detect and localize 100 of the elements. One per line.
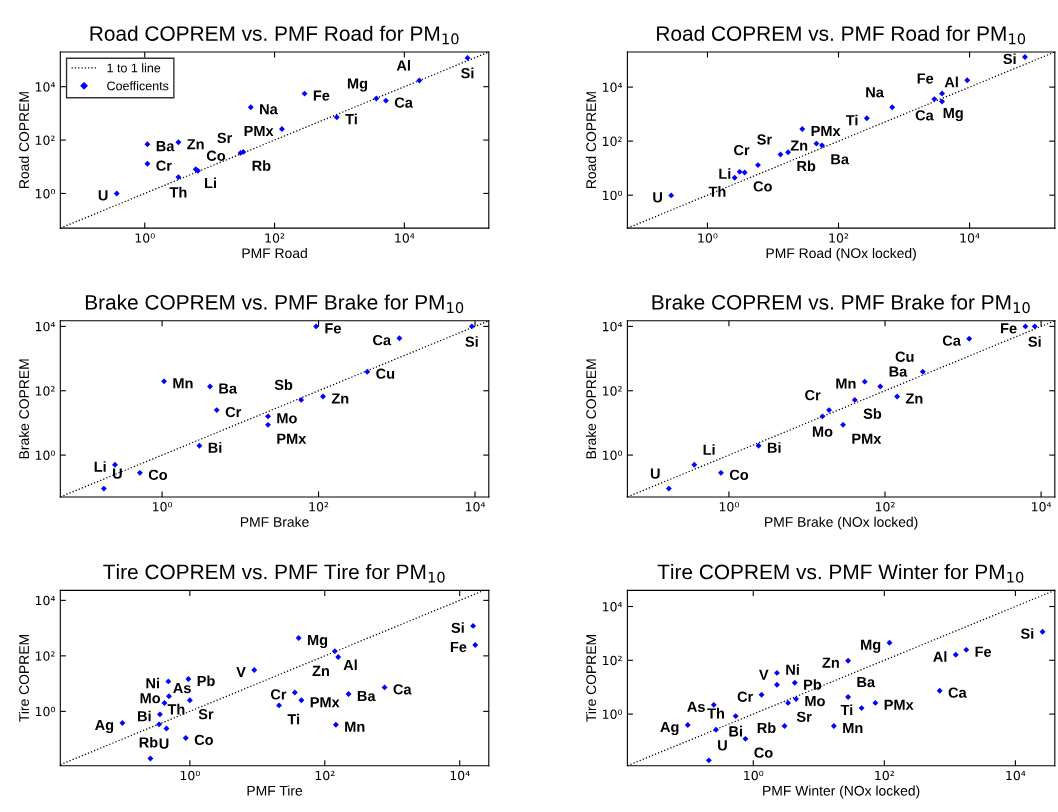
annotation: Ti: [345, 113, 357, 125]
annotation: Sr: [217, 132, 233, 144]
y-tick-label: 10⁴: [35, 321, 56, 332]
chart-title: Road COPREM vs. PMF Road for PM$_{10}$: [657, 25, 1026, 45]
y-tick-label: 10⁰: [35, 188, 56, 199]
annotation: PMx: [852, 433, 882, 444]
annotation: Ag: [660, 721, 679, 736]
y-tick-label: 10⁰: [602, 450, 623, 461]
x-tick-label: 10⁰: [153, 502, 173, 512]
annotation: Co: [148, 469, 168, 480]
annotation: Ca: [942, 335, 961, 346]
x-tick-label: 10⁰: [135, 233, 155, 243]
annotation: Ni: [786, 664, 799, 675]
annotation: Li: [205, 177, 216, 189]
annotation: Fe: [325, 323, 341, 334]
annotation: Fe: [313, 90, 330, 101]
annotation: Mo: [805, 696, 825, 707]
annotation: Ag: [95, 719, 114, 734]
x-tick-label: 10²: [829, 233, 849, 243]
annotation: Pb: [197, 675, 215, 687]
annotation: Bi: [208, 442, 222, 453]
chart-title: Brake COPREM vs. PMF Brake for PM$_{10}$: [85, 294, 464, 314]
annotation: Mo: [812, 426, 833, 437]
annotation: Li: [94, 461, 106, 472]
annotation: Zn: [822, 657, 839, 668]
x-tick-label: 10⁰: [698, 233, 718, 243]
annotation: Th: [707, 707, 725, 719]
annotation: Al: [343, 659, 357, 671]
annotation: Rb: [252, 160, 271, 171]
annotation: Na: [866, 87, 884, 98]
annotation: Mg: [943, 107, 963, 122]
annotation: V: [236, 666, 246, 677]
y-tick-label: 10²: [602, 655, 622, 666]
annotation: Zn: [790, 140, 808, 151]
annotation: Cu: [376, 368, 395, 379]
annotation: Th: [708, 186, 726, 197]
annotation: Fe: [917, 73, 934, 84]
annotation: Cu: [895, 351, 914, 362]
annotation: PMx: [277, 433, 307, 444]
y-axis-title: Brake COPREM: [585, 359, 597, 459]
annotation: Sb: [863, 408, 882, 419]
x-axis-title: PMF Brake: [240, 516, 309, 527]
annotation: Ti: [845, 114, 858, 126]
annotation: Cr: [737, 691, 754, 702]
annotation: Cr: [156, 160, 172, 171]
x-tick-label: 10²: [875, 770, 894, 781]
annotation: Fe: [450, 641, 467, 653]
x-tick-label: 10²: [315, 770, 335, 781]
annotation: Si: [451, 622, 464, 633]
x-tick-label: 10⁴: [450, 770, 470, 781]
annotation: Sb: [274, 379, 293, 391]
annotation: As: [687, 701, 705, 712]
chart-title: Brake COPREM vs. PMF Brake for PM$_{10}$: [652, 294, 1030, 314]
annotation: Zn: [331, 393, 349, 404]
annotation: PMx: [811, 125, 841, 136]
annotation: Si: [1020, 628, 1034, 639]
legend-label: 1 to 1 line: [107, 63, 161, 73]
annotation: Co: [753, 181, 772, 192]
annotation: Al: [933, 651, 947, 662]
annotation: Zn: [905, 393, 923, 404]
annotation: U: [98, 190, 108, 201]
annotation: Zn: [312, 665, 329, 676]
annotation: Ba: [219, 383, 238, 394]
annotation: Sr: [198, 709, 214, 720]
annotation: Al: [944, 76, 958, 88]
annotation: Co: [194, 734, 213, 746]
annotation: Bi: [729, 725, 742, 737]
annotation: As: [173, 683, 191, 694]
x-axis-title: PMF Road (NOx locked): [766, 247, 916, 261]
annotation: PMx: [244, 125, 274, 136]
y-tick-label: 10⁴: [602, 601, 623, 612]
y-tick-label: 10⁰: [35, 450, 56, 461]
annotation: Ca: [393, 684, 412, 695]
annotation: Cr: [270, 689, 287, 700]
x-axis-title: PMF Brake (NOx locked): [765, 516, 918, 530]
annotation: Si: [461, 67, 474, 79]
annotation: Bi: [138, 710, 151, 722]
chart-title: Tire COPREM vs. PMF Winter for PM$_{10}$: [657, 564, 1024, 583]
annotation: Rb: [757, 722, 776, 734]
annotation: Mg: [347, 78, 368, 92]
annotation: Mn: [345, 721, 365, 732]
annotation: Zn: [187, 139, 204, 150]
annotation: Cr: [225, 406, 242, 418]
y-tick-label: 10⁰: [602, 709, 623, 719]
y-axis-title: Road COPREM: [585, 92, 597, 188]
annotation: Ca: [373, 334, 392, 346]
annotation: Li: [719, 168, 731, 179]
y-tick-label: 10²: [602, 386, 622, 396]
chart-title: Tire COPREM vs. PMF Tire for PM$_{10}$: [103, 564, 445, 583]
annotation: Mn: [843, 722, 863, 733]
annotation: Th: [167, 703, 185, 715]
annotation: Si: [1028, 336, 1041, 347]
annotation: Cr: [805, 389, 821, 401]
y-tick-label: 10²: [602, 136, 622, 147]
annotation: Pb: [804, 679, 822, 690]
x-axis-title: PMF Winter (NOx locked): [763, 785, 920, 799]
x-tick-label: 10⁴: [465, 502, 486, 512]
annotation: Ti: [287, 713, 300, 725]
annotation: Li: [703, 444, 715, 455]
annotation: Fe: [1001, 323, 1017, 334]
